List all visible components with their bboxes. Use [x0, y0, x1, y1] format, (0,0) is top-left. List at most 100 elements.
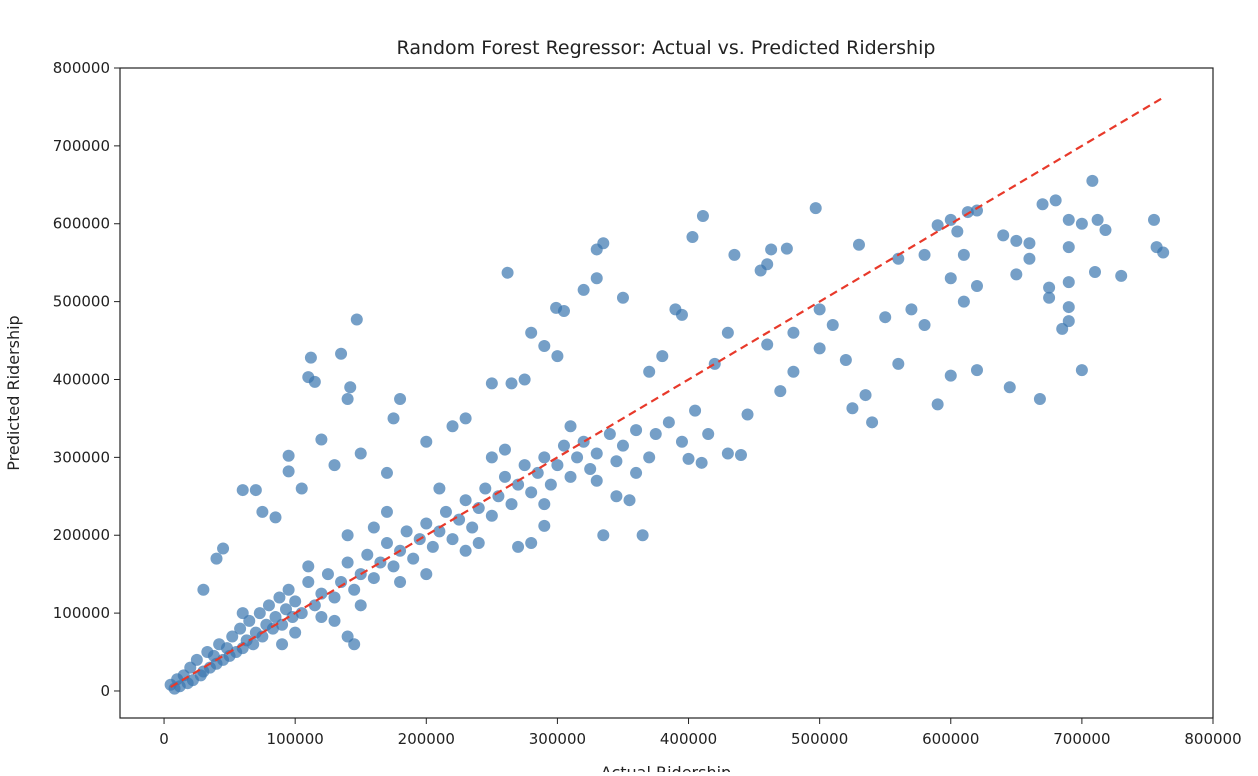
data-point	[433, 525, 446, 538]
data-point	[892, 252, 905, 265]
data-point	[551, 459, 564, 472]
data-point	[256, 630, 269, 643]
data-point	[459, 412, 472, 425]
y-tick-label: 200000	[53, 526, 110, 544]
x-tick-label: 200000	[398, 730, 455, 748]
data-point	[1062, 241, 1075, 254]
y-tick-label: 300000	[53, 448, 110, 466]
x-tick-label: 600000	[922, 730, 979, 748]
data-point	[236, 484, 249, 497]
y-tick-label: 600000	[53, 215, 110, 233]
data-point	[315, 610, 328, 623]
data-point	[420, 568, 433, 581]
data-point	[675, 308, 688, 321]
data-point	[420, 517, 433, 530]
data-point	[304, 351, 317, 364]
data-point	[813, 342, 826, 355]
data-point	[1062, 213, 1075, 226]
data-point	[734, 449, 747, 462]
data-point	[341, 392, 354, 405]
data-point	[295, 482, 308, 495]
data-point	[426, 540, 439, 553]
data-point	[253, 607, 266, 620]
data-point	[269, 511, 282, 524]
data-point	[433, 482, 446, 495]
data-point	[662, 416, 675, 429]
data-point	[957, 248, 970, 261]
y-tick-label: 800000	[53, 59, 110, 77]
data-point	[1023, 252, 1036, 265]
reference-line	[170, 95, 1166, 689]
data-point	[354, 447, 367, 460]
data-point	[525, 537, 538, 550]
data-point	[374, 556, 387, 569]
data-point	[1086, 174, 1099, 187]
data-point	[564, 420, 577, 433]
x-tick-label: 0	[159, 730, 169, 748]
data-point	[282, 465, 295, 478]
data-point	[1010, 234, 1023, 247]
x-tick-label: 100000	[267, 730, 324, 748]
data-point	[944, 272, 957, 285]
data-point	[367, 572, 380, 585]
y-tick-label: 0	[100, 682, 110, 700]
data-point	[466, 521, 479, 534]
data-point	[446, 420, 459, 433]
data-point	[643, 365, 656, 378]
points-layer	[164, 174, 1170, 695]
data-point	[518, 373, 531, 386]
data-point	[512, 478, 525, 491]
data-point	[518, 459, 531, 472]
data-point	[335, 347, 348, 360]
data-point	[826, 318, 839, 331]
data-point	[689, 404, 702, 417]
data-point	[544, 478, 557, 491]
data-point	[498, 470, 511, 483]
data-point	[341, 529, 354, 542]
data-point	[754, 264, 767, 277]
data-point	[636, 529, 649, 542]
data-point	[630, 424, 643, 437]
data-point	[1147, 213, 1160, 226]
data-point	[538, 519, 551, 532]
data-point	[1115, 269, 1128, 282]
data-point	[970, 280, 983, 293]
data-point	[256, 505, 269, 518]
data-point	[728, 248, 741, 261]
data-point	[234, 622, 247, 635]
data-point	[696, 209, 709, 222]
x-tick-label: 300000	[529, 730, 586, 748]
data-point	[1010, 268, 1023, 281]
data-point	[1075, 217, 1088, 230]
data-point	[686, 230, 699, 243]
data-point	[944, 213, 957, 226]
data-point	[643, 451, 656, 464]
data-point	[498, 443, 511, 456]
data-point	[217, 542, 230, 555]
data-point	[302, 575, 315, 588]
data-point	[866, 416, 879, 429]
data-point	[453, 513, 466, 526]
data-point	[577, 435, 590, 448]
data-point	[761, 338, 774, 351]
data-point	[282, 449, 295, 462]
data-point	[439, 505, 452, 518]
data-point	[787, 365, 800, 378]
data-point	[780, 242, 793, 255]
data-point	[682, 452, 695, 465]
data-point	[1043, 291, 1056, 304]
data-point	[282, 583, 295, 596]
data-point	[321, 568, 334, 581]
data-point	[380, 537, 393, 550]
data-point	[420, 435, 433, 448]
data-point	[616, 291, 629, 304]
data-point	[951, 225, 964, 238]
data-point	[603, 427, 616, 440]
data-point	[1043, 281, 1056, 294]
data-point	[944, 369, 957, 382]
data-point	[656, 350, 669, 363]
data-point	[315, 587, 328, 600]
data-point	[577, 283, 590, 296]
data-point	[210, 552, 223, 565]
data-point	[344, 381, 357, 394]
